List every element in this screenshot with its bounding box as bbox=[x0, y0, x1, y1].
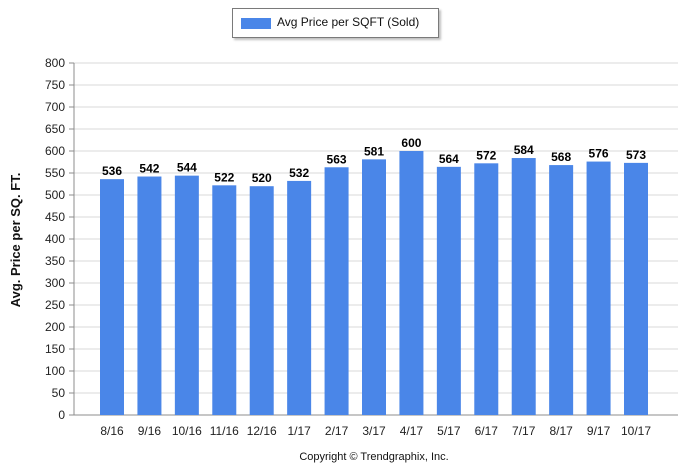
data-label: 573 bbox=[626, 148, 646, 162]
x-tick-label: 7/17 bbox=[512, 424, 536, 438]
bar bbox=[287, 180, 312, 415]
data-label: 544 bbox=[177, 161, 197, 175]
x-tick-label: 10/16 bbox=[172, 424, 202, 438]
y-tick-label: 600 bbox=[45, 144, 65, 158]
y-axis-title: Avg. Price per SQ. FT. bbox=[8, 173, 23, 308]
x-tick-label: 11/16 bbox=[210, 424, 239, 438]
x-tick-label: 2/17 bbox=[325, 424, 349, 438]
data-label: 572 bbox=[476, 148, 496, 162]
x-tick-label: 1/17 bbox=[287, 424, 311, 438]
y-tick-label: 550 bbox=[45, 166, 65, 180]
x-tick-label: 5/17 bbox=[437, 424, 461, 438]
data-label: 532 bbox=[289, 166, 309, 180]
bar bbox=[586, 161, 611, 415]
y-tick-label: 450 bbox=[45, 210, 65, 224]
bar bbox=[174, 175, 199, 415]
bar bbox=[324, 167, 349, 415]
y-tick-label: 750 bbox=[45, 78, 65, 92]
bar bbox=[511, 158, 536, 416]
x-tick-label: 9/16 bbox=[138, 424, 162, 438]
bar bbox=[212, 185, 237, 415]
data-label: 542 bbox=[139, 162, 159, 176]
y-tick-label: 800 bbox=[45, 56, 65, 70]
y-tick-label: 300 bbox=[45, 276, 65, 290]
legend: Avg Price per SQFT (Sold) bbox=[232, 8, 439, 38]
y-tick-label: 0 bbox=[58, 408, 65, 422]
x-tick-label: 10/17 bbox=[621, 424, 651, 438]
y-tick-label: 650 bbox=[45, 122, 65, 136]
y-tick-label: 150 bbox=[45, 342, 65, 356]
bars bbox=[100, 151, 648, 416]
x-tick-label: 12/16 bbox=[247, 424, 277, 438]
bar bbox=[474, 163, 499, 415]
data-label: 576 bbox=[589, 147, 609, 161]
y-tick-label: 200 bbox=[45, 320, 65, 334]
legend-swatch bbox=[241, 18, 271, 29]
data-label: 564 bbox=[439, 152, 459, 166]
y-tick-label: 500 bbox=[45, 188, 65, 202]
y-tick-label: 350 bbox=[45, 254, 65, 268]
data-labels: 536 542 544 522 520 532 563 581 600 564 572 584 568 5… bbox=[102, 136, 646, 185]
x-tick-label: 8/17 bbox=[549, 424, 573, 438]
bar bbox=[137, 176, 162, 415]
x-tick-label: 6/17 bbox=[475, 424, 499, 438]
bar bbox=[100, 179, 124, 415]
y-tick-label: 100 bbox=[45, 364, 65, 378]
x-tick-label: 8/16 bbox=[100, 424, 124, 438]
x-axis: 8/16 9/16 10/16 11/16 12/16 1/17 2/17 3/17 4/17 5… bbox=[100, 424, 651, 438]
bar bbox=[362, 159, 386, 415]
y-tick-label: 700 bbox=[45, 100, 65, 114]
data-label: 536 bbox=[102, 164, 122, 178]
data-label: 568 bbox=[551, 150, 571, 164]
x-tick-label: 3/17 bbox=[362, 424, 386, 438]
bar bbox=[549, 165, 574, 415]
bar bbox=[399, 151, 424, 415]
copyright-footer: Copyright © Trendgraphix, Inc. bbox=[299, 451, 448, 463]
legend-label: Avg Price per SQFT (Sold) bbox=[277, 15, 420, 29]
bar bbox=[624, 162, 648, 415]
data-label: 584 bbox=[514, 143, 534, 157]
data-label: 600 bbox=[401, 136, 421, 150]
y-tick-label: 400 bbox=[45, 232, 65, 246]
y-tick-label: 50 bbox=[52, 386, 66, 400]
data-label: 522 bbox=[214, 170, 234, 184]
x-tick-label: 9/17 bbox=[587, 424, 611, 438]
x-tick-label: 4/17 bbox=[400, 424, 424, 438]
bar bbox=[249, 186, 274, 415]
data-label: 520 bbox=[252, 171, 272, 185]
data-label: 563 bbox=[327, 152, 347, 166]
data-label: 581 bbox=[364, 144, 384, 158]
bar bbox=[436, 166, 461, 415]
y-axis: 0 50 100 150 200 250 300 350 400 450 500 550 600 650 7… bbox=[45, 56, 75, 422]
y-tick-label: 250 bbox=[45, 298, 65, 312]
